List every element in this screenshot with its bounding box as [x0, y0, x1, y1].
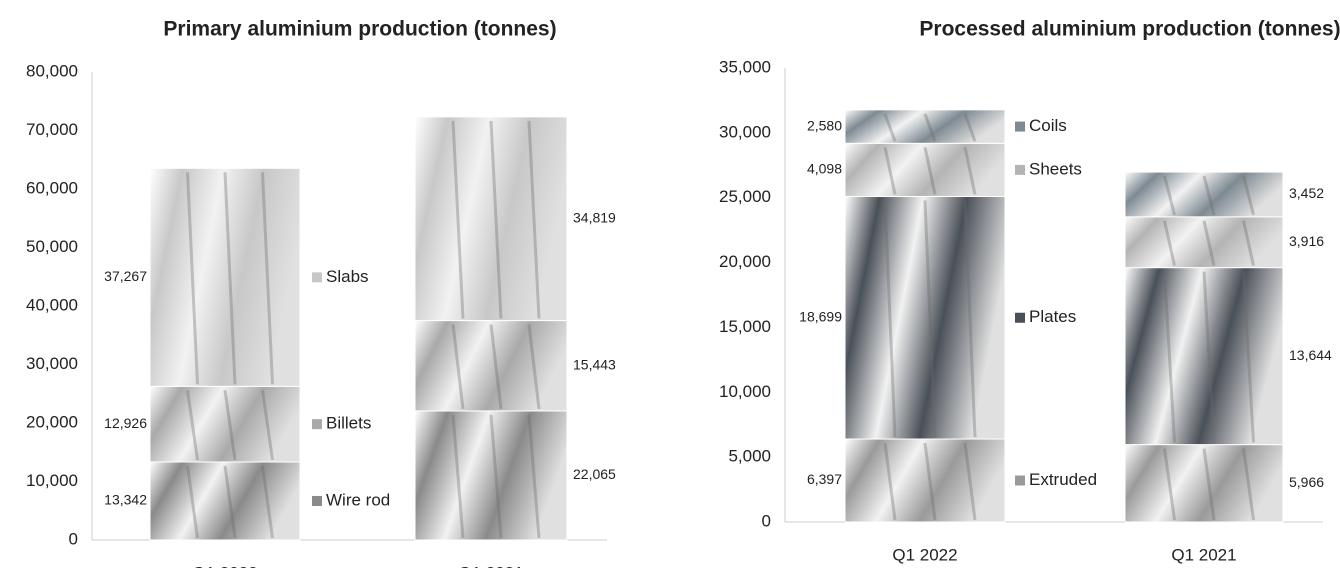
legend-swatch — [1015, 312, 1025, 323]
y-tick-label: 20,000 — [26, 412, 78, 431]
x-tick-label: Q1 2021 — [458, 563, 523, 568]
legend-label: Billets — [326, 414, 371, 433]
y-tick-label: 30,000 — [26, 354, 78, 373]
y-tick-label: 40,000 — [26, 295, 78, 314]
bar-segment — [414, 320, 568, 412]
legend-swatch — [312, 272, 322, 283]
legend-label: Plates — [1029, 307, 1076, 326]
legend-label: Extruded — [1029, 470, 1097, 489]
y-tick-label: 0 — [762, 511, 771, 530]
value-label: 6,397 — [807, 471, 842, 487]
bar-segment — [149, 461, 301, 541]
y-tick-label: 25,000 — [719, 187, 771, 206]
value-label: 3,452 — [1289, 185, 1324, 201]
y-tick-label: 30,000 — [719, 122, 771, 141]
value-label: 13,342 — [104, 492, 147, 508]
bar-segment — [414, 116, 568, 322]
y-tick-label: 70,000 — [26, 120, 78, 139]
value-label: 18,699 — [799, 308, 842, 324]
legend-swatch — [1015, 475, 1025, 486]
bar-segment — [1124, 171, 1284, 218]
legend-swatch — [1015, 164, 1025, 175]
y-tick-label: 50,000 — [26, 237, 78, 256]
bar-segment — [149, 167, 301, 387]
y-tick-label: 60,000 — [26, 178, 78, 197]
value-label: 3,916 — [1289, 233, 1324, 249]
legend-swatch — [312, 419, 322, 430]
y-tick-label: 5,000 — [728, 447, 771, 466]
value-label: 37,267 — [104, 268, 147, 284]
y-tick-label: 10,000 — [26, 471, 78, 490]
bar-segment — [1124, 444, 1284, 523]
chart-title: Primary aluminium production (tonnes) — [163, 18, 556, 41]
x-tick-label: Q1 2021 — [1171, 545, 1236, 564]
value-label: 15,443 — [573, 356, 616, 372]
x-tick-label: Q1 2022 — [192, 563, 257, 568]
bar-segment — [844, 438, 1006, 523]
legend-swatch — [312, 495, 322, 506]
value-label: 34,819 — [573, 209, 616, 225]
bar-segment — [149, 385, 301, 463]
bar-segment — [844, 109, 1006, 144]
y-tick-label: 20,000 — [719, 252, 771, 271]
value-label: 13,644 — [1289, 347, 1332, 363]
legend-label: Slabs — [326, 267, 369, 286]
value-label: 12,926 — [104, 415, 147, 431]
value-label: 4,098 — [807, 161, 842, 177]
legend-label: Coils — [1029, 116, 1067, 135]
y-tick-label: 10,000 — [719, 382, 771, 401]
legend-label: Wire rod — [326, 490, 390, 509]
y-tick-label: 80,000 — [26, 61, 78, 80]
x-tick-label: Q1 2022 — [892, 545, 957, 564]
chart-title: Processed aluminium production (tonnes) — [919, 18, 1340, 41]
bar-segment — [844, 142, 1006, 197]
bar-segment — [1124, 267, 1284, 446]
value-label: 22,065 — [573, 466, 616, 482]
bar-segment — [844, 195, 1006, 440]
value-label: 5,966 — [1289, 474, 1324, 490]
y-tick-label: 15,000 — [719, 317, 771, 336]
legend-label: Sheets — [1029, 159, 1082, 178]
bar-segment — [414, 410, 568, 541]
value-label: 2,580 — [807, 117, 842, 133]
bar-segment — [1124, 216, 1284, 269]
legend-swatch — [1015, 121, 1025, 132]
y-tick-label: 35,000 — [719, 57, 771, 76]
y-tick-label: 0 — [69, 529, 78, 548]
